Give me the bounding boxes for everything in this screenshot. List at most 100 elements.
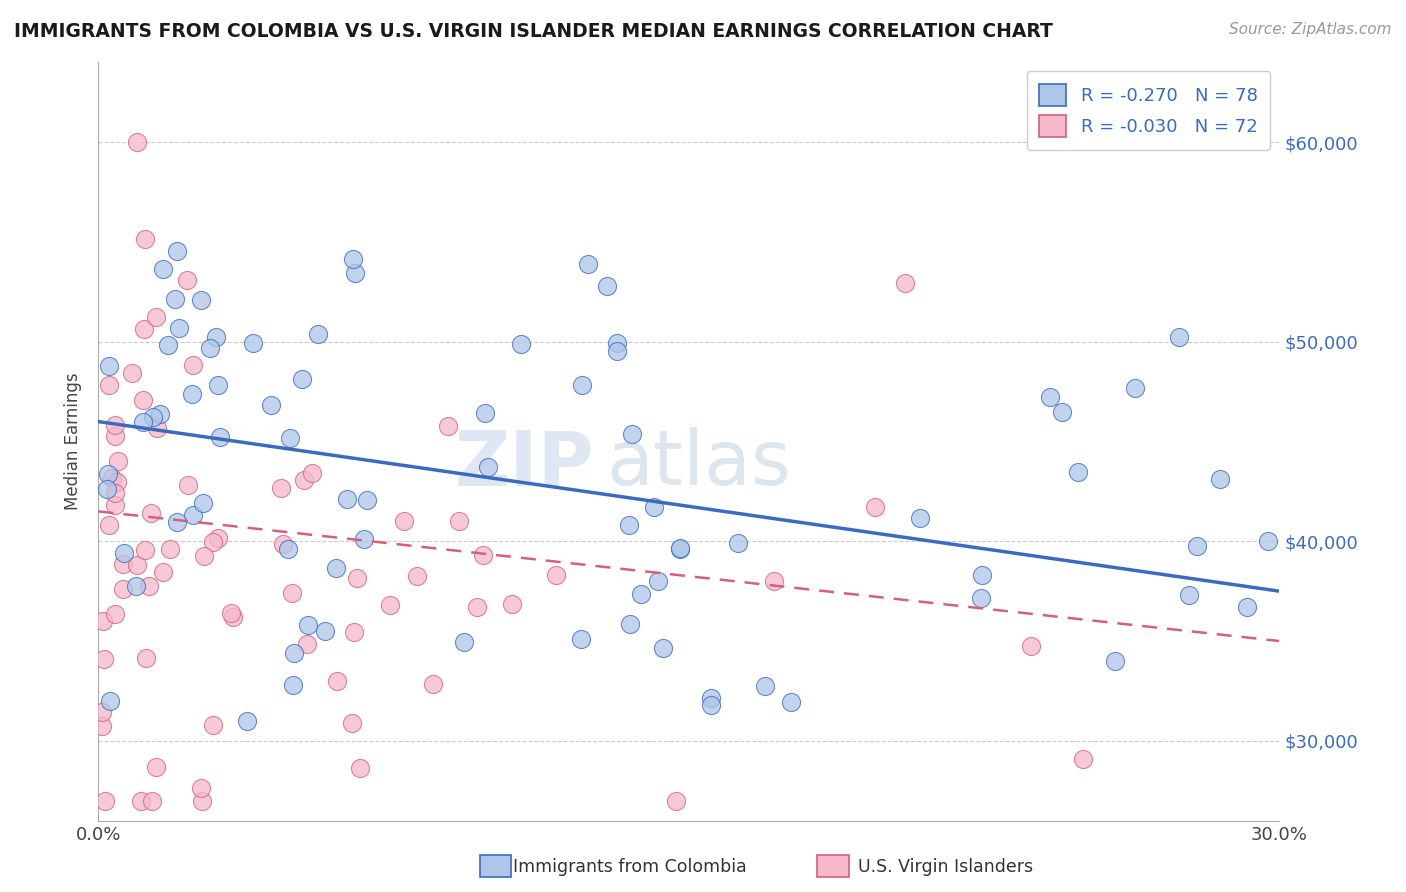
Point: [190, 794, 212, 808]
Point: [121, 366, 143, 380]
Text: Source: ZipAtlas.com: Source: ZipAtlas.com: [1229, 22, 1392, 37]
Text: Immigrants from Colombia: Immigrants from Colombia: [513, 858, 747, 876]
Point: [125, 135, 148, 149]
Point: [378, 598, 401, 612]
Point: [221, 606, 243, 620]
Point: [619, 518, 641, 533]
Point: [201, 717, 224, 731]
Point: [1050, 405, 1073, 419]
Point: [453, 634, 475, 648]
Point: [301, 467, 323, 481]
Point: [104, 485, 127, 500]
Point: [191, 496, 214, 510]
Point: [571, 377, 593, 392]
Point: [619, 617, 641, 632]
Point: [972, 567, 994, 582]
Point: [97, 378, 120, 392]
Point: [159, 542, 181, 557]
Point: [112, 558, 135, 572]
Point: [908, 511, 931, 525]
Point: [970, 591, 993, 605]
Point: [606, 335, 628, 350]
Point: [1257, 534, 1279, 549]
Point: [700, 698, 723, 712]
Point: [1209, 472, 1232, 486]
Text: IMMIGRANTS FROM COLOMBIA VS U.S. VIRGIN ISLANDER MEDIAN EARNINGS CORRELATION CHA: IMMIGRANTS FROM COLOMBIA VS U.S. VIRGIN …: [14, 22, 1053, 41]
Point: [138, 578, 160, 592]
Point: [208, 430, 231, 444]
Point: [90, 705, 112, 719]
Point: [145, 421, 167, 435]
Point: [630, 587, 652, 601]
Point: [207, 532, 229, 546]
Point: [344, 266, 367, 280]
Point: [111, 582, 134, 596]
Point: [349, 761, 371, 775]
Point: [754, 679, 776, 693]
Point: [335, 491, 357, 506]
Point: [152, 565, 174, 579]
Point: [1236, 599, 1258, 614]
Point: [152, 262, 174, 277]
Point: [1019, 639, 1042, 653]
Point: [125, 558, 148, 572]
Point: [181, 508, 204, 523]
Point: [595, 279, 617, 293]
Point: [145, 310, 167, 324]
Text: U.S. Virgin Islanders: U.S. Virgin Islanders: [858, 858, 1033, 876]
Point: [97, 518, 120, 533]
Point: [437, 418, 460, 433]
Point: [222, 610, 245, 624]
Point: [1178, 588, 1201, 602]
Point: [346, 571, 368, 585]
Point: [132, 322, 155, 336]
Point: [297, 618, 319, 632]
Point: [501, 597, 523, 611]
Point: [131, 794, 153, 808]
Point: [190, 293, 212, 307]
Point: [139, 506, 162, 520]
Point: [283, 646, 305, 660]
Point: [340, 716, 363, 731]
Point: [132, 415, 155, 429]
Point: [307, 326, 329, 341]
Point: [166, 515, 188, 529]
Point: [356, 493, 378, 508]
Point: [576, 257, 599, 271]
FancyBboxPatch shape: [817, 855, 849, 878]
Point: [201, 535, 224, 549]
Point: [190, 780, 212, 795]
Point: [193, 549, 215, 564]
Point: [727, 536, 749, 550]
Point: [149, 408, 172, 422]
Point: [176, 273, 198, 287]
Point: [447, 514, 470, 528]
FancyBboxPatch shape: [479, 855, 512, 878]
Point: [1038, 390, 1060, 404]
Point: [865, 500, 887, 515]
Point: [200, 341, 222, 355]
Point: [1123, 380, 1146, 394]
Point: [278, 431, 301, 445]
Point: [342, 252, 364, 266]
Text: atlas: atlas: [606, 427, 792, 501]
Point: [762, 574, 785, 588]
Point: [700, 690, 723, 705]
Point: [474, 406, 496, 420]
Point: [101, 471, 124, 485]
Point: [91, 718, 114, 732]
Text: ZIP: ZIP: [456, 427, 595, 501]
Point: [260, 398, 283, 412]
Point: [1067, 465, 1090, 479]
Point: [647, 574, 669, 588]
Point: [125, 579, 148, 593]
Point: [281, 678, 304, 692]
Point: [780, 695, 803, 709]
Point: [1168, 330, 1191, 344]
Point: [93, 794, 115, 808]
Point: [131, 393, 153, 408]
Point: [406, 569, 429, 583]
Point: [98, 694, 121, 708]
Point: [107, 454, 129, 468]
Point: [270, 481, 292, 495]
